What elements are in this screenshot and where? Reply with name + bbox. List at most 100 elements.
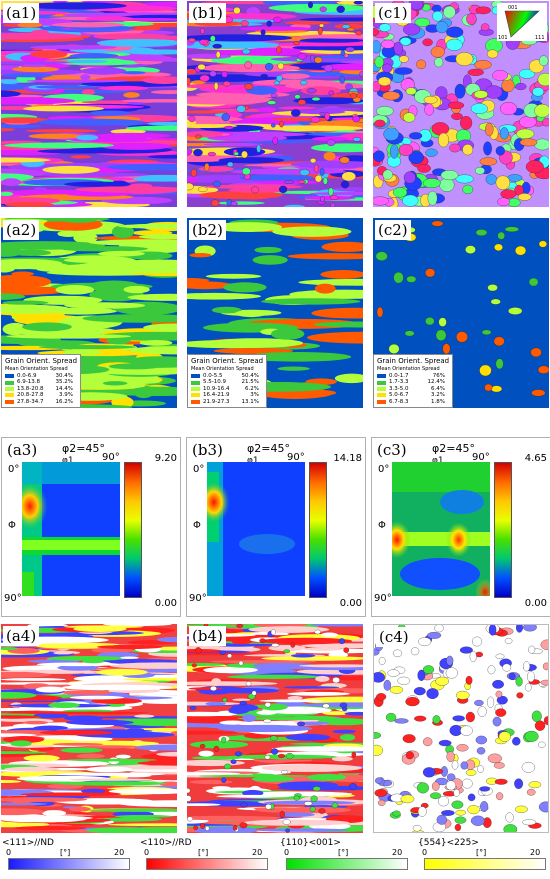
colorbar-a3 bbox=[124, 462, 142, 598]
legend-range: 27.8-34.7 bbox=[17, 398, 44, 405]
colorbar-554-225-unit: [°] bbox=[476, 848, 487, 857]
legend-swatch bbox=[377, 386, 386, 391]
legend-row: 6.9-13.8 35.2% bbox=[5, 379, 77, 385]
odf-y90-b3: 90° bbox=[189, 593, 207, 604]
odf-y90-a3: 90° bbox=[4, 593, 22, 604]
legend-percent: 6.4% bbox=[431, 385, 445, 392]
panel-label-a3: (a3) bbox=[4, 440, 41, 460]
odf-y0-c3: 0° bbox=[378, 464, 390, 475]
colorbar-554-225-min: 0 bbox=[422, 848, 428, 857]
legend-percent: 12.4% bbox=[427, 379, 445, 386]
ipf-map-a1-image bbox=[1, 1, 177, 207]
colorbar-min-a3: 0.00 bbox=[154, 598, 177, 609]
ipf-map-b1: (b1) bbox=[187, 1, 363, 207]
legend-swatch bbox=[191, 374, 200, 379]
texture-map-c4: (c4) bbox=[373, 624, 549, 833]
texture-map-a4-image bbox=[1, 624, 177, 833]
odf-title-a3: φ2=45° bbox=[62, 442, 105, 455]
panel-label-c2: (c2) bbox=[375, 220, 411, 240]
spread-legend-b2: Grain Orient. Spread Mean Orientation Spr… bbox=[187, 353, 268, 408]
legend-swatch bbox=[191, 399, 200, 404]
legend-title: Grain Orient. Spread bbox=[191, 356, 264, 365]
legend-range: 3.3-5.0 bbox=[389, 385, 409, 392]
legend-swatch bbox=[377, 399, 386, 404]
legend-row: 0.0-1.7 76% bbox=[377, 373, 449, 379]
colorbar-111-nd-gradient bbox=[8, 858, 130, 870]
legend-row: 21.9-27.3 13.1% bbox=[191, 399, 263, 405]
panel-label-c3: (c3) bbox=[374, 440, 410, 460]
panel-label-c1: (c1) bbox=[375, 3, 411, 23]
legend-range: 20.8-27.8 bbox=[17, 392, 44, 399]
spread-legend-c2: Grain Orient. Spread Mean Orientation Spr… bbox=[373, 353, 454, 408]
odf-y90-c3: 90° bbox=[374, 593, 392, 604]
texture-map-a4: (a4) bbox=[1, 624, 177, 833]
legend-swatch bbox=[5, 374, 14, 379]
odf-y0-b3: 0° bbox=[193, 464, 205, 475]
colorbar-b3 bbox=[309, 462, 327, 598]
colorbar-111-nd-label: <111>//ND bbox=[2, 838, 54, 848]
colorbar-554-225-label: {554}<225> bbox=[418, 838, 479, 848]
odf-phi1-a3: φ1 bbox=[62, 456, 74, 466]
legend-swatch bbox=[191, 386, 200, 391]
odf-x90-b3: 90° bbox=[287, 452, 305, 463]
legend-swatch bbox=[377, 380, 386, 385]
colorbar-554-225-max: 20 bbox=[530, 848, 541, 857]
texture-map-b4: (b4) bbox=[187, 624, 363, 833]
legend-range: 6.9-13.8 bbox=[17, 379, 40, 386]
legend-title: Grain Orient. Spread bbox=[5, 356, 78, 365]
spread-map-c2: (c2) Grain Orient. Spread Mean Orientatio… bbox=[373, 218, 549, 408]
ipf-key-001: 001 bbox=[508, 5, 518, 11]
legend-subtitle: Mean Orientation Spread bbox=[5, 365, 68, 372]
odf-section-b3: (b3) φ2=45° φ1 0° 90° 0° Φ 90° 14.18 0.0… bbox=[186, 437, 366, 617]
legend-percent: 21.5% bbox=[241, 379, 259, 386]
colorbar-111-nd-max: 20 bbox=[114, 848, 125, 857]
colorbar-111-nd: <111>//ND 0 [°] 20 bbox=[2, 838, 130, 870]
legend-row: 13.8-20.8 14.4% bbox=[5, 386, 77, 392]
colorbar-110-001-gradient bbox=[286, 858, 408, 870]
colorbar-max-b3: 14.18 bbox=[333, 453, 362, 464]
panel-label-b4: (b4) bbox=[189, 626, 226, 646]
legend-range: 6.7-8.3 bbox=[389, 398, 409, 405]
legend-row: 5.5-10.9 21.5% bbox=[191, 379, 263, 385]
legend-row: 0.0-6.9 30.4% bbox=[5, 373, 77, 379]
ipf-key-101: 101 bbox=[498, 35, 508, 41]
odf-plot-c3 bbox=[392, 462, 490, 596]
odf-phi-b3: Φ bbox=[193, 520, 201, 531]
spread-map-b2-image bbox=[187, 218, 363, 408]
legend-subtitle: Mean Orientation Spread bbox=[377, 365, 440, 372]
legend-range: 0.0-5.5 bbox=[203, 372, 223, 379]
colorbar-110-rd-min: 0 bbox=[144, 848, 150, 857]
odf-x90-a3: 90° bbox=[102, 452, 120, 463]
legend-row: 3.3-5.0 6.4% bbox=[377, 386, 449, 392]
odf-phi1-c3: φ1 bbox=[432, 456, 444, 466]
legend-swatch bbox=[377, 374, 386, 379]
legend-swatch bbox=[5, 399, 14, 404]
spread-legend-a2: Grain Orient. Spread Mean Orientation Spr… bbox=[1, 353, 82, 408]
ipf-map-b1-image bbox=[187, 1, 363, 207]
legend-swatch bbox=[5, 393, 14, 398]
odf-title-c3: φ2=45° bbox=[432, 442, 475, 455]
legend-range: 21.9-27.3 bbox=[203, 398, 230, 405]
spread-map-a2: (a2) Grain Orient. Spread Mean Orientatio… bbox=[1, 218, 177, 408]
ipf-map-a1: (a1) bbox=[1, 1, 177, 207]
legend-percent: 1.8% bbox=[431, 398, 445, 405]
legend-range: 16.4-21.9 bbox=[203, 392, 230, 399]
odf-section-a3: (a3) φ2=45° φ1 0° 90° 0° Φ 90° 9.20 0.00 bbox=[1, 437, 181, 617]
legend-row: 1.7-3.3 12.4% bbox=[377, 379, 449, 385]
legend-percent: 14.4% bbox=[55, 385, 73, 392]
odf-section-c3: (c3) φ2=45° φ1 0° 90° 0° Φ 90° 4.65 0.00 bbox=[371, 437, 550, 617]
colorbar-max-a3: 9.20 bbox=[154, 453, 177, 464]
legend-row: 6.7-8.3 1.8% bbox=[377, 399, 449, 405]
odf-y0-a3: 0° bbox=[8, 464, 20, 475]
colorbar-110-001-min: 0 bbox=[284, 848, 290, 857]
colorbar-110-001: {110}<001> 0 [°] 20 bbox=[280, 838, 408, 870]
legend-row: 20.8-27.8 3.9% bbox=[5, 392, 77, 398]
odf-phi-c3: Φ bbox=[378, 520, 386, 531]
odf-x90-c3: 90° bbox=[472, 452, 490, 463]
legend-percent: 16.2% bbox=[55, 398, 73, 405]
legend-percent: 30.4% bbox=[55, 372, 73, 379]
legend-percent: 3.2% bbox=[431, 392, 445, 399]
colorbar-110-rd-label: <110>//RD bbox=[140, 838, 192, 848]
texture-map-c4-image bbox=[374, 625, 548, 832]
legend-percent: 6.2% bbox=[245, 385, 259, 392]
